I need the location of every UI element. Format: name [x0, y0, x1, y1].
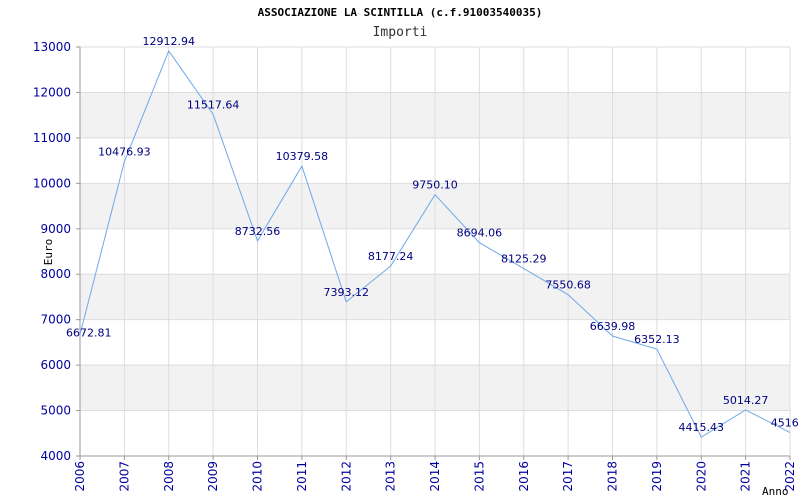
x-tick-label: 2020: [694, 461, 708, 492]
y-axis-label: Euro: [42, 239, 55, 266]
data-label: 6352.13: [634, 333, 680, 346]
data-label: 8125.29: [501, 253, 547, 266]
chart-subtitle: Importi: [372, 25, 428, 40]
data-label: 6639.98: [590, 320, 636, 333]
data-label: 7393.12: [324, 286, 370, 299]
x-tick-label: 2006: [73, 461, 87, 492]
x-tick-label: 2007: [117, 461, 131, 492]
x-tick-label: 2012: [339, 461, 353, 492]
y-tick-label: 11000: [33, 131, 71, 145]
x-tick-label: 2015: [472, 461, 486, 492]
data-label: 4516.8: [771, 417, 800, 430]
data-label: 8694.06: [457, 227, 503, 240]
chart-title: ASSOCIAZIONE LA SCINTILLA (c.f.910035400…: [257, 6, 543, 19]
data-label: 7550.68: [545, 279, 591, 292]
x-tick-label: 2014: [428, 461, 442, 492]
y-tick-label: 4000: [40, 449, 71, 463]
x-tick-label: 2010: [251, 461, 265, 492]
x-tick-label: 2018: [606, 461, 620, 492]
data-label: 4415.43: [679, 421, 725, 434]
x-tick-label: 2022: [783, 461, 797, 492]
y-tick-label: 7000: [40, 313, 71, 327]
x-axis-label: Anno: [762, 485, 789, 498]
x-tick-label: 2021: [739, 461, 753, 492]
data-label: 5014.27: [723, 394, 769, 407]
data-label: 8177.24: [368, 250, 414, 263]
x-tick-label: 2017: [561, 461, 575, 492]
x-tick-label: 2008: [162, 461, 176, 492]
data-label: 10476.93: [98, 146, 151, 159]
y-tick-label: 10000: [33, 176, 71, 190]
x-tick-label: 2011: [295, 461, 309, 492]
data-label: 10379.58: [276, 150, 329, 163]
y-tick-label: 9000: [40, 222, 71, 236]
y-tick-label: 12000: [33, 85, 71, 99]
y-tick-label: 6000: [40, 358, 71, 372]
data-label: 12912.94: [143, 35, 196, 48]
x-tick-label: 2013: [384, 461, 398, 492]
data-label: 6672.81: [66, 327, 112, 340]
series-line: [79, 49, 791, 438]
data-label: 9750.10: [412, 179, 458, 192]
x-tick-label: 2016: [517, 461, 531, 492]
data-label: 11517.64: [187, 98, 240, 111]
x-tick-label: 2019: [650, 461, 664, 492]
y-tick-label: 8000: [40, 267, 71, 281]
data-label: 8732.56: [235, 225, 281, 238]
y-tick-label: 13000: [33, 40, 71, 54]
x-tick-label: 2009: [206, 461, 220, 492]
y-tick-label: 5000: [40, 404, 71, 418]
